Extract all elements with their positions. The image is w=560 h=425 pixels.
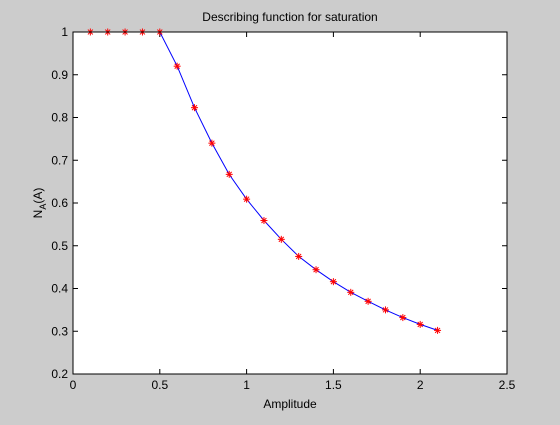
y-tick-label: 0.7 [51,153,68,167]
marker-stroke [243,196,250,202]
data-point-marker [225,170,233,178]
data-point-marker [347,288,355,296]
y-tick-label: 1 [61,25,68,39]
data-point-marker [434,326,442,334]
x-tick-label: 0.5 [151,378,168,392]
data-point-marker [243,195,251,203]
marker-stroke [400,314,406,321]
marker-stroke [191,104,198,111]
data-point-marker [399,314,407,322]
data-point-marker [173,62,181,70]
data-point-marker [381,306,389,314]
data-point-marker [277,235,285,243]
x-tick-label: 1 [243,378,250,392]
x-tick-label: 0 [70,378,77,392]
marker-stroke [313,266,319,273]
y-tick-label: 0.8 [51,111,68,125]
data-point-marker [191,104,199,112]
marker-stroke [261,217,267,224]
x-axis-label: Amplitude [263,397,317,411]
plot-frame [72,31,508,375]
marker-stroke [347,289,354,296]
marker-stroke [417,321,424,328]
x-tick-label: 2.5 [499,378,516,392]
y-axis-label-suffix: (A) [31,188,45,204]
marker-stroke [295,253,302,260]
data-point-marker [364,297,372,305]
data-point-marker [260,217,268,225]
y-axis-label: NA(A) [31,188,48,219]
y-tick-label: 0.5 [51,239,68,253]
x-tick-label: 2 [417,378,424,392]
marker-stroke [226,171,233,178]
marker-stroke [434,327,441,334]
data-point-marker [416,320,424,328]
y-tick-label: 0.9 [51,68,68,82]
marker-stroke [174,63,180,70]
y-axis-label-subscript: A [38,204,48,210]
y-tick-label: 0.6 [51,196,68,210]
data-point-marker [295,252,303,260]
marker-stroke [278,236,285,243]
x-tick-label: 1.5 [325,378,342,392]
y-axis-label-main: N [31,210,45,219]
marker-stroke [209,140,215,146]
marker-stroke [382,307,389,313]
data-point-marker [312,266,320,274]
plot-area [73,32,507,374]
chart-title: Describing function for saturation [202,10,377,24]
y-tick-label: 0.4 [51,282,68,296]
data-point-marker [329,278,337,286]
marker-stroke [365,298,371,305]
marker-stroke [330,278,337,285]
y-tick-label: 0.3 [51,324,68,338]
y-tick-label: 0.2 [51,367,68,381]
data-point-marker [208,139,216,147]
